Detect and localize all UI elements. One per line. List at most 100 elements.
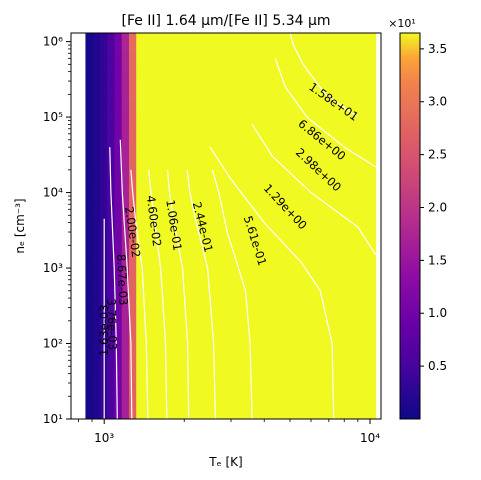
heatmap-cell — [266, 42, 275, 53]
heatmap-cell — [114, 71, 123, 82]
heatmap-cell — [157, 90, 166, 102]
heatmap-cell — [85, 303, 94, 314]
heatmap-cell — [107, 390, 116, 401]
heatmap-cell — [194, 274, 203, 285]
heatmap-cell — [136, 168, 145, 179]
heatmap-cell — [208, 110, 217, 121]
heatmap-cell — [324, 332, 333, 343]
heatmap-cell — [172, 380, 181, 391]
heatmap-cell — [201, 52, 210, 63]
heatmap-cell — [85, 254, 94, 266]
heatmap-cell — [187, 71, 195, 82]
heatmap-cell — [252, 42, 261, 53]
heatmap-cell — [281, 110, 290, 121]
heatmap-cell — [172, 264, 181, 275]
heatmap-cell — [216, 390, 224, 401]
heatmap-cell — [194, 139, 203, 150]
heatmap-cell — [85, 158, 94, 169]
heatmap-cell — [179, 254, 188, 266]
heatmap-cell — [288, 129, 297, 140]
heatmap-cell — [259, 254, 268, 266]
heatmap-cell — [216, 61, 224, 73]
heatmap-cell — [361, 274, 369, 285]
heatmap-cell — [187, 293, 195, 304]
heatmap-cell — [266, 390, 275, 401]
heatmap-cell — [165, 168, 174, 179]
heatmap-cell — [121, 274, 130, 285]
heatmap-cell — [332, 226, 340, 237]
heatmap-cell — [281, 245, 290, 256]
heatmap-cell — [339, 341, 348, 353]
heatmap-cell — [361, 351, 369, 362]
heatmap-cell — [281, 71, 290, 82]
heatmap-cell — [361, 52, 369, 63]
heatmap-cell — [150, 129, 159, 140]
heatmap-cell — [179, 341, 188, 353]
heatmap-cell — [274, 380, 282, 391]
heatmap-cell — [216, 226, 224, 237]
heatmap-cell — [172, 254, 181, 266]
heatmap-cell — [128, 81, 137, 92]
contour-line — [166, 169, 190, 419]
heatmap-cell — [324, 216, 333, 227]
heatmap-cell — [368, 110, 377, 121]
heatmap-cell — [281, 177, 290, 188]
heatmap-cell — [361, 168, 369, 179]
heatmap-cell — [128, 42, 137, 53]
heatmap-cell — [252, 71, 261, 82]
heatmap-cell — [368, 370, 377, 381]
heatmap-cell — [107, 139, 116, 150]
heatmap-cell — [288, 119, 297, 131]
heatmap-cell — [332, 361, 340, 372]
heatmap-cell — [266, 110, 275, 121]
heatmap-cell — [332, 390, 340, 401]
heatmap-cell — [266, 370, 275, 381]
heatmap-cell — [317, 332, 326, 343]
heatmap-cell — [237, 110, 246, 121]
heatmap-cell — [252, 197, 261, 208]
heatmap-cell — [245, 158, 253, 169]
heatmap-cell — [266, 129, 275, 140]
heatmap-cell — [259, 293, 268, 304]
heatmap-cell — [216, 216, 224, 227]
heatmap-cell — [361, 158, 369, 169]
heatmap-cell — [361, 216, 369, 227]
heatmap-cell — [266, 158, 275, 169]
heatmap-cell — [353, 351, 362, 362]
heatmap-cell — [92, 293, 101, 304]
heatmap-cell — [339, 33, 348, 44]
heatmap-cell — [288, 168, 297, 179]
heatmap-cell — [194, 351, 203, 362]
heatmap-cell — [143, 303, 152, 314]
heatmap-cell — [252, 312, 261, 324]
heatmap-cell — [85, 293, 94, 304]
heatmap-cell — [245, 274, 253, 285]
heatmap-cell — [114, 61, 123, 73]
heatmap-cell — [288, 341, 297, 353]
heatmap-cell — [368, 399, 377, 410]
heatmap-cell — [107, 399, 116, 410]
heatmap-cell — [353, 177, 362, 188]
heatmap-cell — [252, 148, 261, 160]
heatmap-cell — [237, 168, 246, 179]
heatmap-cell — [165, 100, 174, 111]
heatmap-cell — [353, 187, 362, 198]
heatmap-cell — [187, 361, 195, 372]
heatmap-cell — [85, 226, 94, 237]
heatmap-cell — [317, 274, 326, 285]
heatmap-cell — [274, 264, 282, 275]
heatmap-cell — [223, 216, 232, 227]
heatmap-cell — [266, 361, 275, 372]
heatmap-cell — [107, 52, 116, 63]
heatmap-cell — [361, 33, 369, 44]
heatmap-cell — [230, 293, 239, 304]
heatmap-cell — [157, 351, 166, 362]
heatmap-cell — [317, 312, 326, 324]
heatmap-cell — [303, 341, 311, 353]
heatmap-cell — [303, 226, 311, 237]
heatmap-cell — [223, 245, 232, 256]
heatmap-cell — [172, 226, 181, 237]
heatmap-cell — [259, 390, 268, 401]
heatmap-cell — [107, 33, 116, 44]
